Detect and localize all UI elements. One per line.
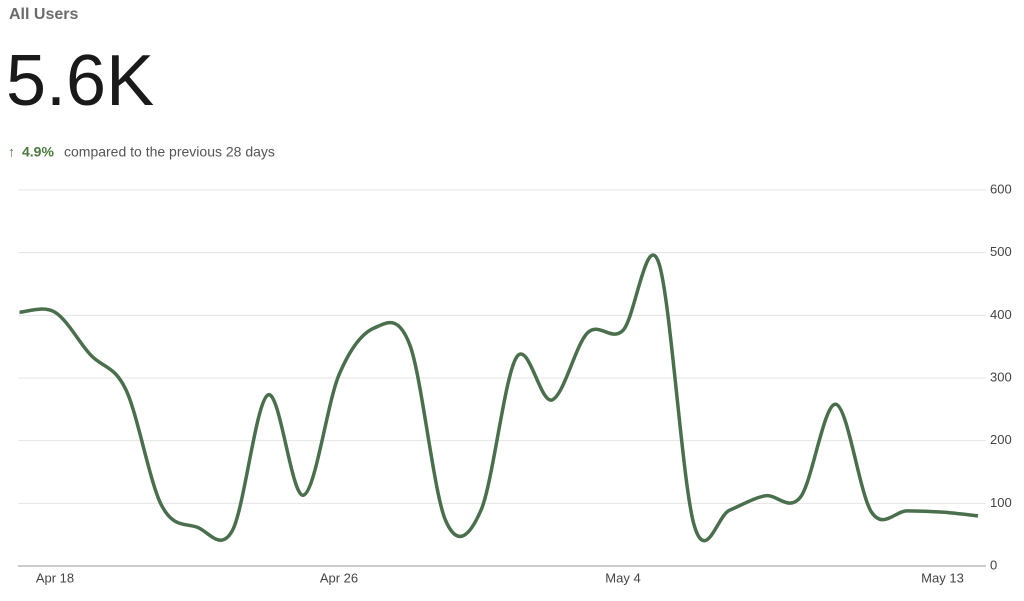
widget-title: All Users	[9, 6, 78, 23]
trend-arrow: ↑	[8, 144, 15, 160]
x-tick-label: May 4	[605, 570, 640, 585]
metric-value: 5.6K	[6, 41, 154, 121]
y-tick-label: 600	[990, 181, 1012, 196]
x-tick-label: Apr 26	[320, 570, 358, 585]
y-tick-label: 0	[990, 557, 997, 572]
data-line	[19, 253, 979, 543]
x-tick-label: May 13	[921, 570, 964, 585]
change-value: 4.9%	[22, 144, 54, 160]
y-tick-label: 200	[990, 432, 1012, 447]
y-tick-label: 100	[990, 495, 1012, 510]
y-tick-label: 300	[990, 369, 1012, 384]
x-tick-label: Apr 18	[36, 570, 74, 585]
comparison-text: compared to the previous 28 days	[64, 144, 275, 160]
y-tick-label: 500	[990, 244, 1012, 259]
y-tick-label: 400	[990, 307, 1012, 322]
